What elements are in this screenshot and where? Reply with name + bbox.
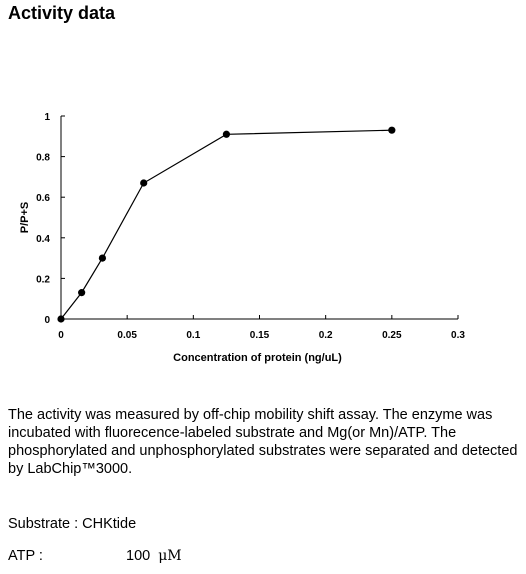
chart-series — [57, 126, 396, 323]
page-title: Activity data — [8, 3, 116, 23]
y-tick-label: 0.6 — [36, 193, 50, 204]
chart-ticks: 0 0.2 0.4 0.6 0.8 1 0 0.05 0.1 0.15 0.2 0.25 0.3 — [36, 112, 465, 341]
y-tick-label: 0.8 — [36, 153, 50, 164]
y-tick-label: 0.2 — [36, 274, 50, 285]
y-tick-label: 0 — [44, 315, 50, 326]
series-line — [60, 129, 392, 320]
chart-axes — [60, 116, 458, 320]
x-tick-label: 0.15 — [250, 330, 270, 341]
substrate-info: Substrate : CHKtide — [8, 516, 137, 532]
data-point — [78, 289, 86, 297]
x-tick-label: 0.1 — [186, 330, 200, 341]
y-axis-title: P/P+S — [19, 202, 31, 234]
atp-label: ATP : — [8, 548, 43, 564]
assay-description: The activity was measured by off-chip mo… — [8, 407, 518, 477]
x-tick-label: 0.05 — [117, 330, 137, 341]
x-tick-label: 0.2 — [319, 330, 333, 341]
data-point — [222, 130, 231, 138]
data-point — [98, 254, 107, 262]
atp-info: ATP : 100 μM — [8, 548, 182, 564]
x-tick-label: 0.3 — [451, 330, 465, 341]
activity-chart: 0 0.2 0.4 0.6 0.8 1 0 0.05 0.1 0.15 0.2 0.25 0.3 Con… — [19, 112, 465, 364]
x-tick-label: 0.25 — [382, 330, 402, 341]
data-point — [388, 126, 396, 134]
y-tick-label: 0.4 — [36, 234, 50, 245]
atp-value: 100 — [126, 548, 151, 564]
atp-unit: μM — [158, 548, 182, 564]
data-point — [57, 315, 65, 323]
data-point — [140, 179, 148, 187]
x-axis-title: Concentration of protein (ng/uL) — [173, 352, 342, 364]
y-tick-label: 1 — [44, 112, 50, 123]
x-tick-label: 0 — [58, 330, 64, 341]
